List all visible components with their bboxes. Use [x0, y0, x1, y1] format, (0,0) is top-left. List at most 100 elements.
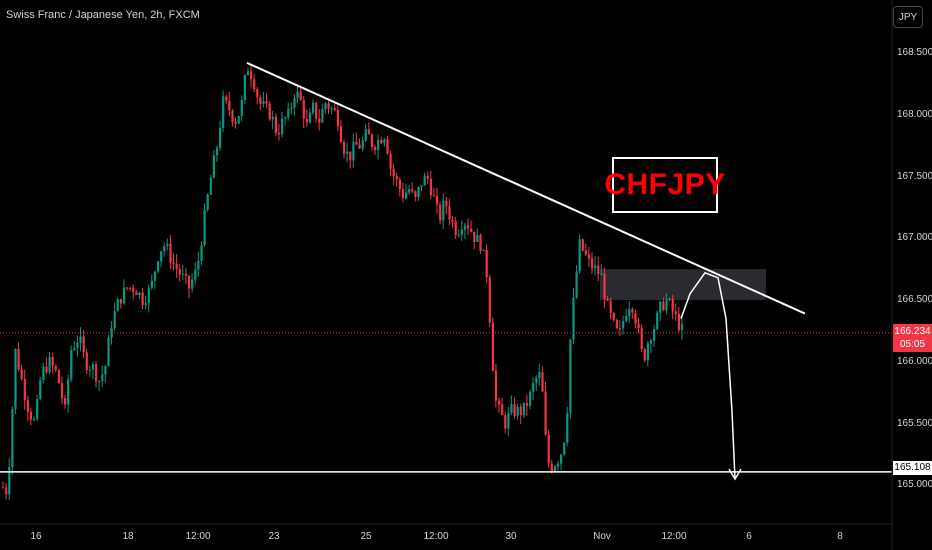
candle-body: [172, 262, 175, 264]
price-tick-label: 168.500: [897, 47, 932, 58]
candle-body: [281, 118, 284, 135]
candle-body: [138, 292, 141, 296]
candle-body: [327, 103, 330, 109]
candle-body: [237, 116, 240, 124]
candle-body: [680, 324, 684, 331]
candle-body: [370, 134, 374, 148]
price-tick-label: 167.500: [897, 170, 932, 182]
candle-body: [677, 314, 680, 331]
candle-body: [82, 336, 85, 353]
trendline[interactable]: [246, 61, 806, 315]
candle-body: [88, 369, 91, 371]
candle-body: [305, 118, 308, 123]
candle-body: [20, 369, 23, 380]
candle-body: [541, 372, 544, 392]
candle-body: [246, 71, 250, 76]
candle-body: [129, 287, 132, 289]
candle-body: [29, 411, 33, 420]
candle-body: [160, 251, 163, 262]
candle-body: [262, 101, 265, 104]
candle-body: [377, 139, 380, 151]
candle-body: [640, 328, 643, 350]
time-tick-label: Nov: [593, 531, 611, 542]
candle-body: [147, 287, 150, 304]
candle-body: [144, 303, 147, 306]
candle-body: [485, 249, 488, 278]
candle-body: [57, 369, 60, 384]
candle-body: [54, 365, 57, 370]
candle-body: [609, 300, 612, 314]
candle-body: [166, 243, 169, 247]
candle-body: [401, 188, 405, 199]
candle-body: [364, 129, 367, 141]
candle-body: [398, 179, 401, 189]
candle-body: [228, 100, 231, 111]
candle-body: [584, 250, 587, 255]
price-tick-label: 167.000: [897, 232, 932, 244]
candle-body: [33, 418, 36, 420]
current-price-value: 166.234: [894, 326, 931, 337]
candle-body: [529, 391, 532, 406]
candle-body: [395, 176, 398, 180]
candle-body: [91, 364, 95, 370]
candle-body: [612, 313, 615, 320]
candle-body: [625, 316, 628, 322]
candle-body: [532, 383, 535, 392]
support-level-tag: 165.108: [893, 461, 932, 475]
projection-arrow[interactable]: [680, 271, 736, 480]
candle-body: [498, 400, 501, 405]
candle-body: [355, 141, 358, 145]
candle-body: [649, 340, 653, 344]
price-tick-label: 168.000: [897, 108, 932, 120]
currency-button[interactable]: JPY: [893, 6, 923, 28]
candle-body: [48, 356, 51, 372]
candle-body: [163, 246, 166, 252]
candle-body: [442, 200, 445, 221]
candle-body: [116, 299, 119, 312]
candle-body: [315, 102, 318, 119]
candle-body: [473, 231, 476, 243]
candle-body: [157, 261, 160, 272]
candle-body: [494, 370, 498, 401]
candle-body: [51, 356, 54, 366]
candle-body: [209, 177, 212, 195]
candle-body: [45, 366, 48, 372]
candle-body: [206, 194, 209, 210]
candle-body: [321, 109, 324, 123]
candle-body: [194, 269, 197, 280]
time-tick-label: 16: [30, 531, 42, 542]
candle-body: [284, 117, 287, 119]
candle-body: [150, 280, 153, 288]
candle-body: [597, 265, 600, 274]
candle-body: [215, 147, 219, 156]
candle-body: [200, 245, 203, 261]
candle-body: [467, 225, 470, 229]
candle-body: [343, 142, 346, 154]
candle-body: [380, 139, 383, 144]
candle-body: [560, 454, 563, 464]
candle-body: [197, 260, 200, 270]
candle-body: [581, 239, 584, 251]
candle-body: [668, 298, 671, 300]
candle-body: [553, 466, 556, 472]
candle-body: [296, 91, 299, 99]
candle-body: [126, 287, 129, 289]
candle-body: [591, 258, 594, 269]
candle-body: [132, 287, 135, 292]
time-tick-label: 25: [360, 531, 372, 542]
candle-body: [308, 112, 312, 123]
candle-body: [277, 132, 281, 135]
candle-body: [268, 103, 271, 120]
candle-body: [113, 311, 116, 329]
candle-body: [5, 487, 8, 495]
candle-body: [504, 415, 507, 429]
candle-body: [646, 343, 649, 361]
candle-body: [622, 321, 625, 329]
price-tick-label: 165.500: [897, 417, 932, 429]
candle-body: [637, 323, 640, 329]
candle-body: [423, 175, 426, 186]
candle-body: [587, 254, 591, 259]
candle-body: [39, 379, 42, 400]
candle-body: [14, 348, 17, 410]
